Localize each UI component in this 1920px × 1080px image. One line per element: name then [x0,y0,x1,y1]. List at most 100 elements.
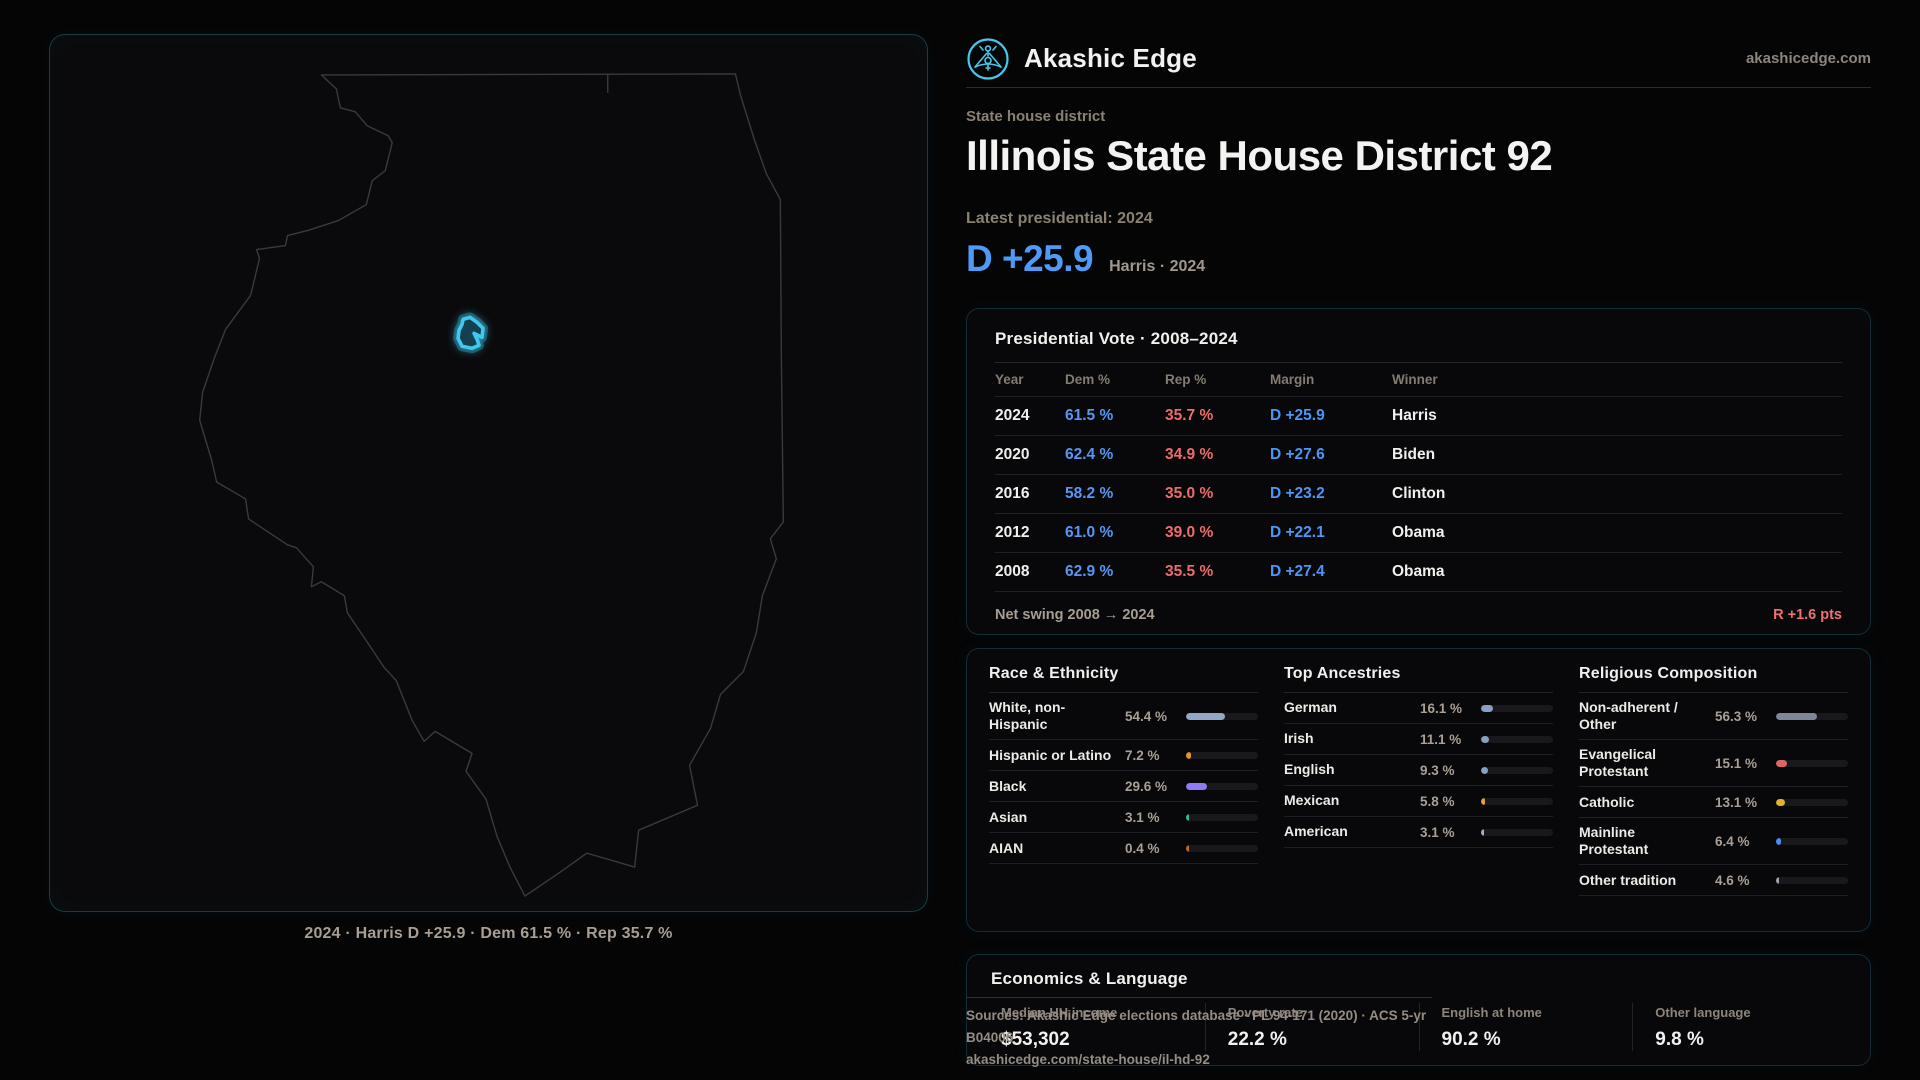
list-item: Hispanic or Latino 7.2 % [989,740,1258,772]
year-cell: 2008 [995,563,1030,580]
brand-name: Akashic Edge [1024,43,1197,73]
list-item: German 16.1 % [1284,693,1553,724]
list-item: Non-adherent / Other 56.3 % [1579,693,1848,741]
margin-context: Harris · 2024 [1109,258,1206,275]
list-item: Mainline Protestant 6.4 % [1579,818,1848,866]
value-bar [1186,712,1258,720]
stat-poverty-rate: Poverty rate 22.2 % [1204,1003,1419,1051]
list-item: AIAN 0.4 % [989,833,1258,865]
value-bar [1776,712,1848,720]
headline-margin: D +25.9 Harris · 2024 [966,238,1205,280]
dem-cell: 62.9 % [1065,563,1114,580]
item-value: 5.8 % [1420,793,1455,809]
item-label: Black [989,777,1027,794]
net-swing-value: R +1.6 pts [1773,607,1842,623]
top-ancestries-section: Top Ancestries German 16.1 % Irish 11.1 … [1284,665,1553,896]
rep-cell: 35.7 % [1165,407,1214,424]
section-title: Race & Ethnicity [989,665,1258,693]
winner-cell: Biden [1392,446,1436,463]
value-bar [1776,837,1848,845]
list-item: English 9.3 % [1284,755,1553,786]
item-value: 13.1 % [1715,794,1758,810]
page-title: Illinois State House District 92 [966,132,1553,179]
stat-english-at-home: English at home 90.2 % [1418,1003,1633,1051]
item-label: American [1284,823,1348,840]
value-bar [1481,735,1553,743]
table-row: 2020 62.4 % 34.9 % D +27.6 Biden [995,436,1842,475]
item-label: Other tradition [1579,871,1677,888]
latest-presidential-label: Latest presidential: 2024 [966,210,1153,227]
col-winner: Winner [1392,372,1438,387]
stat-value: 90.2 % [1441,1029,1501,1050]
list-item: Asian 3.1 % [989,802,1258,834]
net-swing-label: Net swing 2008 → 2024 [995,607,1155,623]
district-shape[interactable] [453,312,489,354]
stat-median-hh-income: Median HH income $53,302 [991,1003,1205,1051]
list-item: Other tradition 4.6 % [1579,865,1848,897]
state-map-card [49,34,928,912]
item-value: 54.4 % [1125,708,1168,724]
margin-cell: D +25.9 [1270,407,1325,424]
item-value: 15.1 % [1715,755,1758,771]
item-value: 6.4 % [1715,833,1750,849]
winner-cell: Harris [1392,407,1437,424]
table-row: 2012 61.0 % 39.0 % D +22.1 Obama [995,514,1842,553]
list-item: Black 29.6 % [989,771,1258,803]
item-label: AIAN [989,839,1024,856]
stat-label: Other language [1655,1005,1751,1020]
value-bar [1186,813,1258,821]
item-value: 3.1 % [1420,824,1455,840]
value-bar [1481,797,1553,805]
margin-value: D +25.9 [966,238,1094,279]
economics-stats: Median HH income $53,302 Poverty rate 22… [991,1003,1846,1051]
card-title: Economics & Language [991,969,1188,988]
winner-cell: Clinton [1392,485,1446,502]
illinois-outline [198,73,785,897]
dem-cell: 61.5 % [1065,407,1114,424]
item-label: Evangelical Protestant [1579,746,1657,780]
brand-domain-link[interactable]: akashicedge.com [1745,50,1871,67]
col-margin: Margin [1270,372,1315,387]
value-bar [1186,844,1258,852]
stat-value: 22.2 % [1227,1029,1287,1050]
stat-label: Poverty rate [1227,1005,1303,1020]
brand-header: Akashic Edge akashicedge.com [966,30,1871,88]
value-bar [1186,782,1258,790]
brand-lockup: Akashic Edge [966,37,1197,81]
stat-label: Median HH income [1001,1005,1118,1020]
item-value: 16.1 % [1420,700,1463,716]
dem-cell: 58.2 % [1065,485,1114,502]
list-item: Evangelical Protestant 15.1 % [1579,740,1848,788]
value-bar [1776,798,1848,806]
section-title: Top Ancestries [1284,665,1553,693]
sources-line: Sources: Akashic Edge elections database… [966,1008,1427,1045]
race-ethnicity-section: Race & Ethnicity White, non-Hispanic 54.… [989,665,1258,896]
table-row: 2008 62.9 % 35.5 % D +27.4 Obama [995,553,1842,592]
stat-value: $53,302 [1001,1029,1070,1050]
item-label: Asian [989,808,1028,825]
permalink[interactable]: akashicedge.com/state-house/il-hd-92 [966,1052,1210,1067]
akashic-edge-logo-icon [966,37,1010,81]
table-header: Year Dem % Rep % Margin Winner [995,363,1842,397]
net-swing-row: Net swing 2008 → 2024 R +1.6 pts [995,592,1842,623]
list-item: Catholic 13.1 % [1579,787,1848,819]
rep-cell: 39.0 % [1165,524,1214,541]
margin-cell: D +22.1 [1270,524,1325,541]
section-title: Religious Composition [1579,665,1848,693]
item-value: 3.1 % [1125,809,1160,825]
item-label: Non-adherent / Other [1579,699,1678,733]
value-bar [1186,751,1258,759]
dem-cell: 62.4 % [1065,446,1114,463]
item-label: German [1284,699,1337,716]
item-label: English [1284,761,1335,778]
rep-cell: 35.0 % [1165,485,1214,502]
list-item: Mexican 5.8 % [1284,786,1553,817]
item-value: 9.3 % [1420,762,1455,778]
stat-label: English at home [1441,1005,1542,1020]
item-value: 29.6 % [1125,778,1168,794]
winner-cell: Obama [1392,563,1445,580]
list-item: American 3.1 % [1284,817,1553,848]
item-value: 4.6 % [1715,872,1750,888]
item-value: 0.4 % [1125,840,1160,856]
